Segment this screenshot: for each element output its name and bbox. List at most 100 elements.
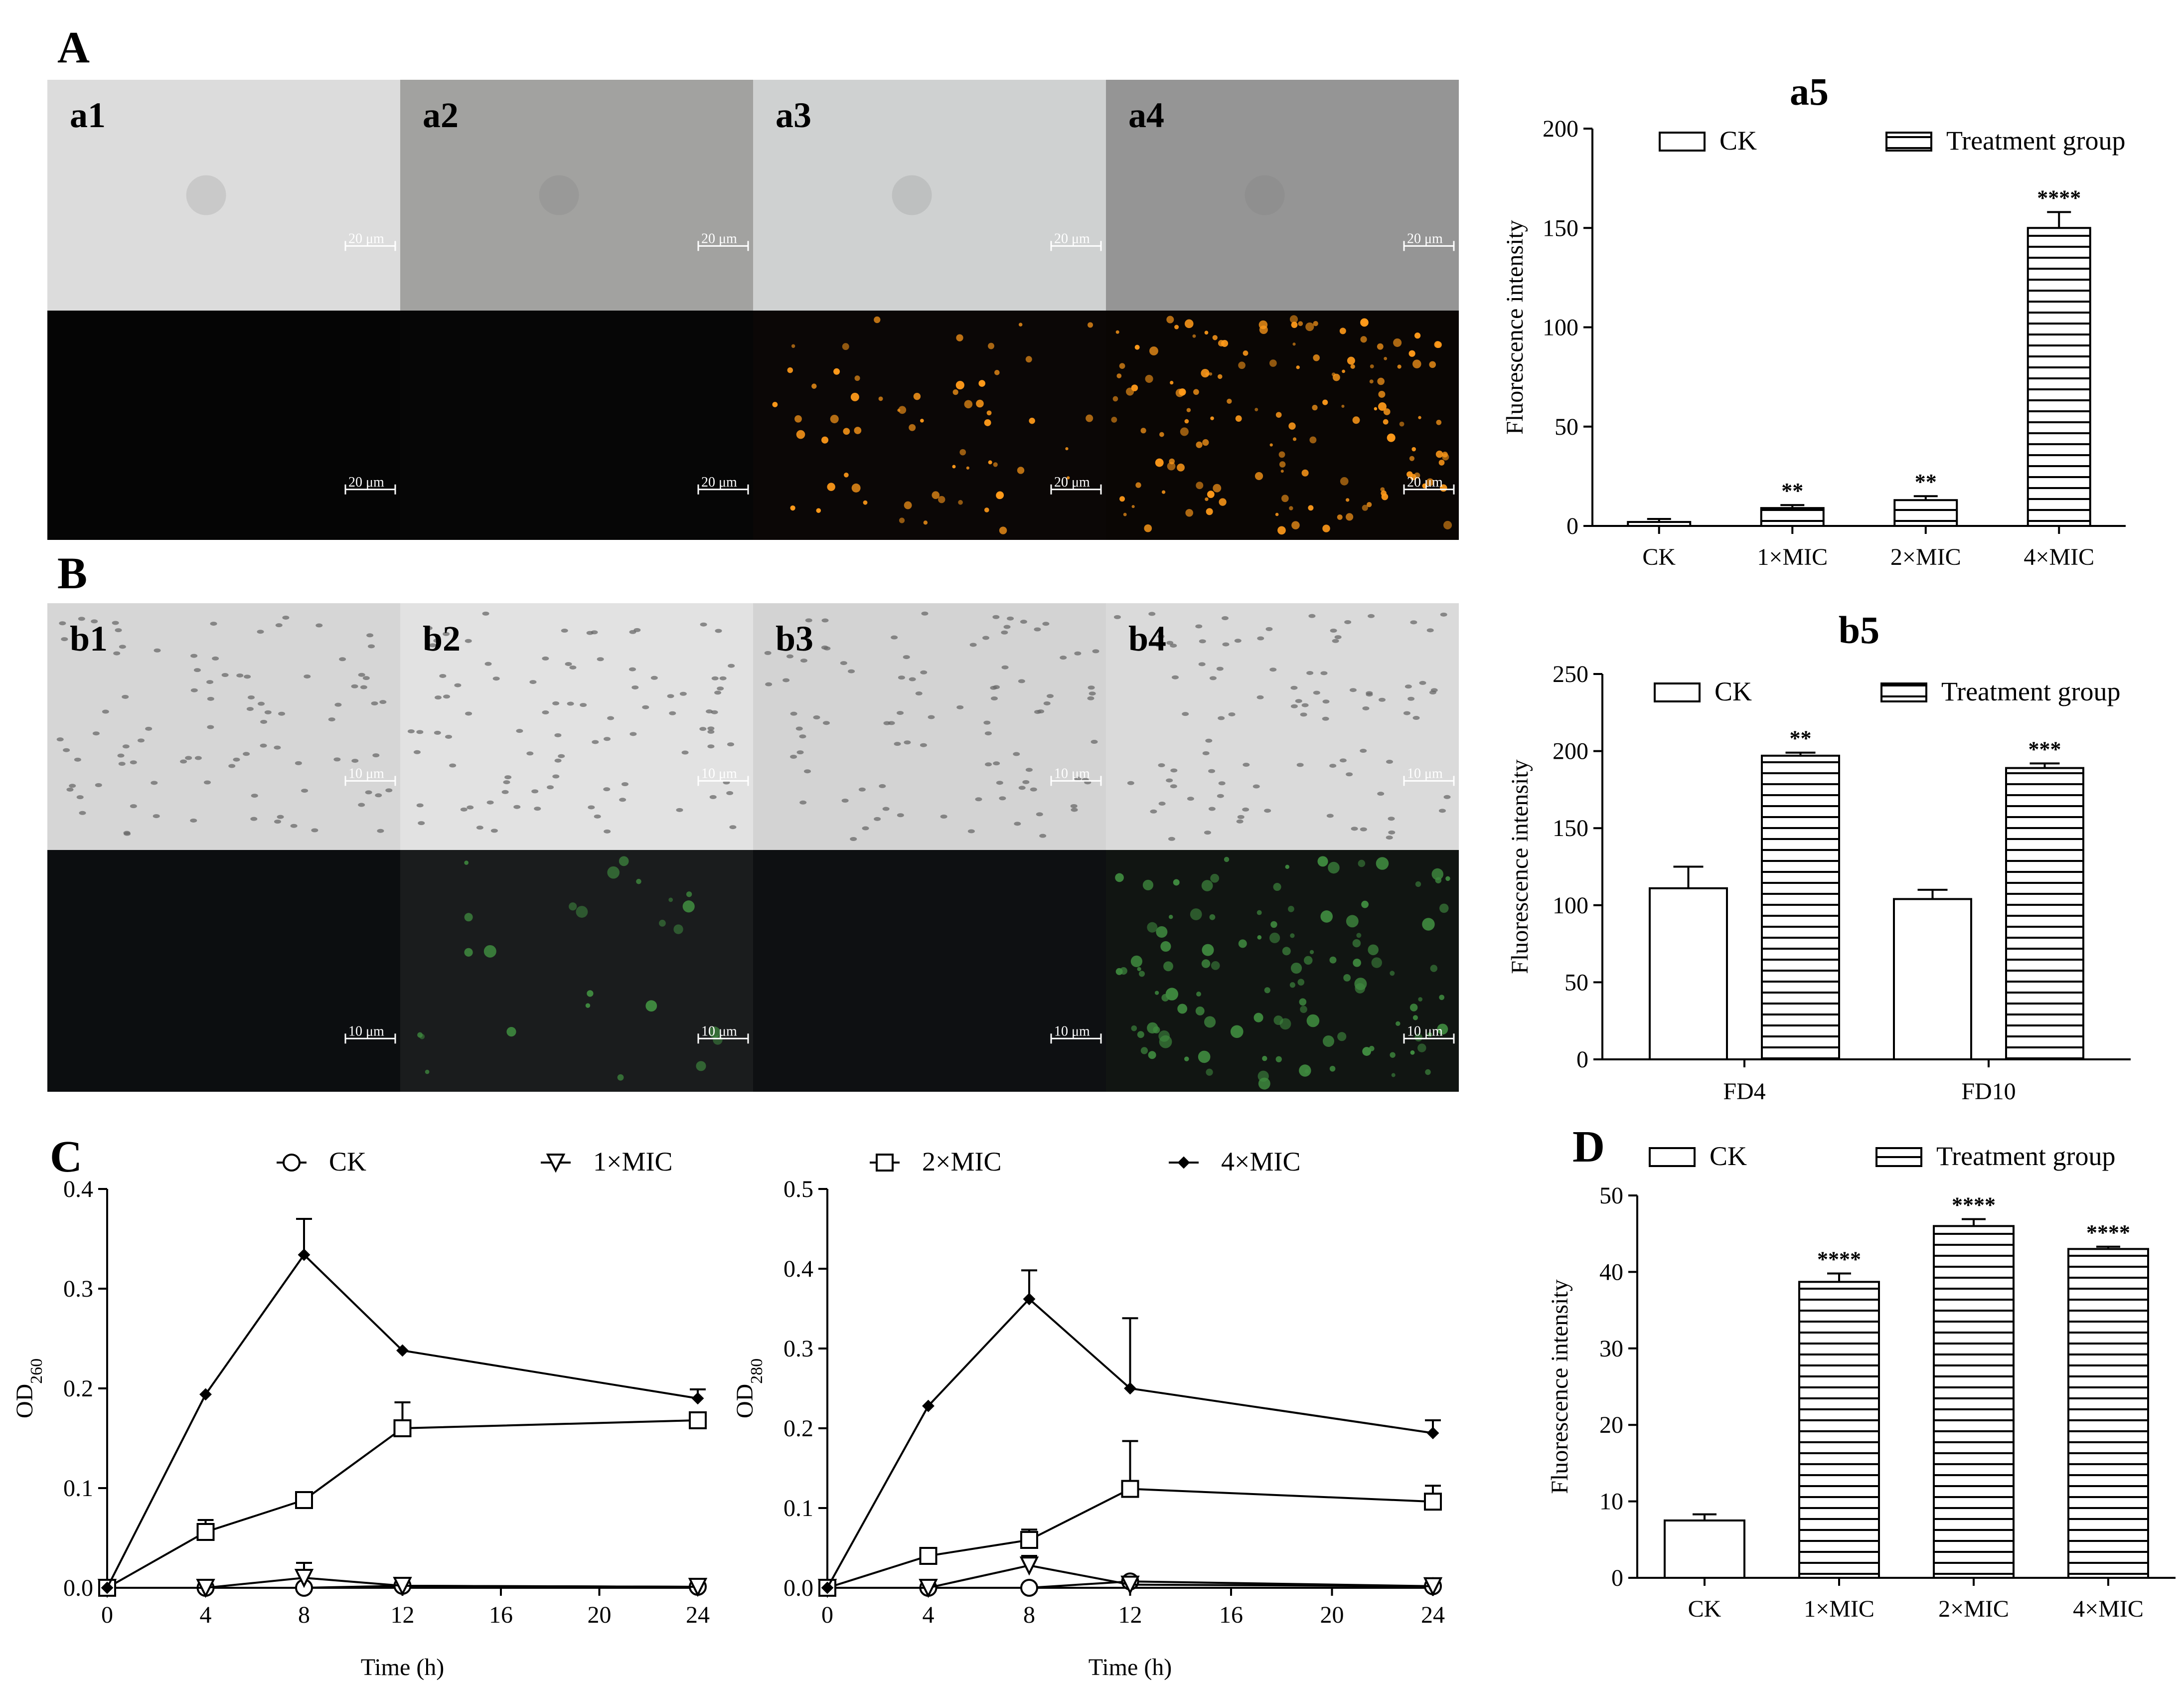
fluorescent-cell <box>993 462 998 467</box>
fluorescent-cell <box>1112 396 1118 402</box>
fluorescent-cell <box>1306 1014 1320 1027</box>
fluorescent-cell <box>1313 354 1320 361</box>
fluorescent-cell <box>1201 368 1210 378</box>
bacterium-dot <box>1346 772 1353 777</box>
bacterium-dot <box>996 781 1003 785</box>
fluorescent-cell <box>1179 388 1186 396</box>
bacterium-dot <box>1222 642 1230 647</box>
fluorescent-cell <box>1378 390 1386 398</box>
bacterium-dot <box>604 829 611 834</box>
bacterium-dot <box>1003 625 1011 629</box>
x-tick-label: 4 <box>923 1602 935 1628</box>
bacterium-dot <box>95 783 102 787</box>
bacterium-dot <box>879 784 886 788</box>
fluorescent-cell <box>1337 1032 1347 1041</box>
bacterium-dot <box>1047 694 1054 698</box>
bacterium-dot <box>619 798 626 802</box>
marker-diamond <box>1426 1427 1439 1440</box>
marker-diamond <box>922 1399 935 1412</box>
bacterium-dot <box>729 825 737 830</box>
y-axis-label: Fluorescence intensity <box>1547 1279 1573 1494</box>
bacterium-dot <box>1313 690 1320 695</box>
bacterium-dot <box>513 805 521 809</box>
fluorescent-cell <box>1207 491 1215 498</box>
bacterium-dot <box>1386 836 1393 840</box>
fluorescence-tile-b4 <box>1106 850 1459 1092</box>
x-tick-label: 0 <box>101 1602 113 1628</box>
bacterium-dot <box>554 758 562 763</box>
bacterium-dot <box>714 690 722 695</box>
bacterium-dot <box>1092 649 1099 654</box>
bacterium-dot <box>1443 795 1451 799</box>
fluorescent-cell <box>1212 335 1218 340</box>
fluorescent-cell <box>952 389 958 395</box>
bacterium-dot <box>503 780 510 785</box>
fluorescent-cell <box>1269 932 1280 943</box>
fluorescent-cell <box>994 369 1000 375</box>
marker-triangle <box>1019 1556 1039 1576</box>
fluorescent-cell <box>1025 356 1032 363</box>
fluorescent-cell <box>645 1000 657 1012</box>
bacterium-dot <box>379 700 387 704</box>
legend-swatch-ck <box>1654 682 1701 702</box>
series-line-2×MIC <box>107 1419 698 1589</box>
tile-label-a1: a1 <box>70 95 106 135</box>
fluorescent-cell <box>1193 389 1199 395</box>
fluorescent-cell <box>1170 380 1174 385</box>
marker-square <box>196 1523 215 1541</box>
bacterium-dot <box>891 635 898 640</box>
bacterium-dot <box>112 621 119 625</box>
chart-d: CK Treatment group 0 10 20 30 40 50 CK **** 1×MIC *… <box>1547 1141 2176 1622</box>
fluorescent-cell <box>1390 1052 1396 1058</box>
micrograph-grid-a: a1 20 μm 20 μm a2 20 μm 20 μm a3 20 μm 20 μm a4 20… <box>47 80 1459 540</box>
fluorescent-cell <box>1347 356 1355 365</box>
marker-diamond <box>199 1388 212 1401</box>
fluorescence-tile-a4 <box>1106 311 1459 540</box>
fluorescent-cell <box>1230 1025 1244 1038</box>
x-axis-label: Time (h) <box>361 1654 445 1681</box>
chart-title: b5 <box>1839 608 1879 652</box>
y-tick-label: 0.4 <box>783 1256 813 1282</box>
fluorescent-cell <box>1366 502 1372 507</box>
fluorescent-cell <box>587 990 594 997</box>
bacterium-dot <box>190 688 198 692</box>
panel-letter-d: D <box>1572 1122 1605 1172</box>
bacterium-dot <box>301 789 309 793</box>
bacterium-dot <box>1208 769 1216 773</box>
x-tick-label: 4×MIC <box>2073 1596 2144 1622</box>
fluorescent-cell <box>1185 508 1193 517</box>
x-tick-label: 12 <box>391 1602 415 1628</box>
bacterium-dot <box>529 680 537 684</box>
bacterium-dot <box>1334 635 1342 640</box>
legend-label-treatment: Treatment group <box>1941 676 2120 706</box>
fluorescent-cell <box>1159 432 1164 437</box>
fluorescent-cell <box>1238 939 1247 948</box>
fluorescent-cell <box>952 465 956 469</box>
chart-b5: b5 CK Treatment group 0 50 100 150 200 250 ** FD4 *… <box>1507 608 2131 1105</box>
bacterium-dot <box>800 659 807 663</box>
fluorescent-cell <box>1184 1056 1189 1061</box>
fluorescent-cell <box>1431 868 1443 880</box>
scale-bar-label: 20 μm <box>348 231 384 246</box>
bacterium-dot <box>1158 802 1166 806</box>
y-tick-label: 0 <box>1566 513 1578 539</box>
chart-title: a5 <box>1790 70 1829 113</box>
bacterium-dot <box>719 676 727 680</box>
fluorescent-cell <box>790 505 795 511</box>
fluorescent-cell <box>1346 915 1359 928</box>
bacterium-dot <box>1378 697 1386 702</box>
bacterium-dot <box>1074 651 1082 656</box>
fluorescent-cell <box>966 466 969 470</box>
marker-square <box>295 1491 313 1509</box>
fluorescent-cell <box>1126 387 1134 396</box>
bacterium-dot <box>631 685 639 689</box>
x-tick-label: 20 <box>1320 1602 1344 1628</box>
x-tick-label: 4 <box>200 1602 212 1628</box>
bacterium-dot <box>79 811 86 815</box>
bacterium-dot <box>61 637 68 642</box>
fluorescent-cell <box>1258 320 1268 330</box>
bacterium-dot <box>1403 711 1410 715</box>
fluorescent-cell <box>1202 439 1209 446</box>
fluorescent-cell <box>1275 1056 1282 1062</box>
bacterium-dot <box>63 748 70 752</box>
